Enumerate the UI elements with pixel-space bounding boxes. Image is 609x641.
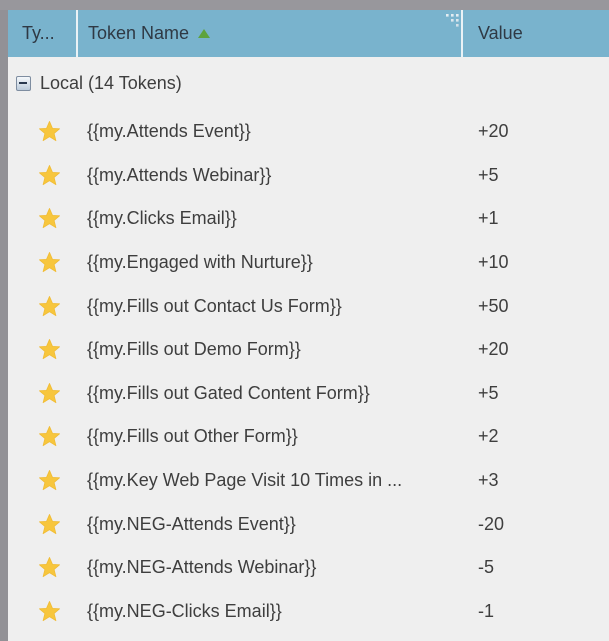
- token-rows: {{my.Attends Event}} +20 {{my.Attends We…: [8, 110, 609, 634]
- column-header-type-label: Ty...: [22, 23, 55, 43]
- table-row[interactable]: {{my.NEG-Attends Event}} -20: [8, 502, 609, 546]
- group-label: Local (14 Tokens): [40, 73, 182, 93]
- table-row[interactable]: {{my.Attends Event}} +20: [8, 110, 609, 154]
- star-icon: [39, 470, 60, 491]
- token-value: +3: [478, 470, 499, 491]
- token-name: {{my.Fills out Demo Form}}: [87, 339, 301, 360]
- star-icon: [39, 295, 60, 316]
- token-value: +5: [478, 382, 499, 403]
- token-value: +50: [478, 295, 509, 316]
- sort-ascending-icon: [198, 29, 211, 38]
- star-icon: [39, 339, 60, 360]
- star-icon: [39, 208, 60, 229]
- token-name: {{my.NEG-Clicks Email}}: [87, 600, 282, 621]
- token-name: {{my.Clicks Email}}: [87, 208, 237, 229]
- star-icon: [39, 513, 60, 534]
- column-divider[interactable]: [461, 10, 463, 57]
- column-header-value[interactable]: Value: [463, 10, 609, 57]
- table-row[interactable]: {{my.NEG-Attends Webinar}} -5: [8, 545, 609, 590]
- group-row-local[interactable]: Local (14 Tokens): [8, 57, 609, 110]
- column-drag-handle-icon[interactable]: [445, 13, 460, 28]
- table-row[interactable]: {{my.Fills out Contact Us Form}} +50: [8, 284, 609, 328]
- star-icon: [39, 557, 60, 578]
- star-icon: [39, 164, 60, 185]
- top-frame-border: [0, 0, 609, 10]
- token-name: {{my.Engaged with Nurture}}: [87, 252, 313, 273]
- table-row[interactable]: {{my.Fills out Demo Form}} +20: [8, 327, 609, 372]
- table-row[interactable]: {{my.Attends Webinar}} +5: [8, 153, 609, 198]
- grid-header-row: Ty... Token Name Value: [8, 10, 609, 57]
- left-frame-border: [0, 10, 8, 641]
- collapse-icon[interactable]: [16, 76, 31, 91]
- star-icon: [39, 252, 60, 273]
- column-header-token-name[interactable]: Token Name: [78, 10, 461, 57]
- column-header-value-label: Value: [478, 23, 523, 43]
- star-icon: [39, 121, 60, 142]
- column-header-type[interactable]: Ty...: [8, 10, 76, 57]
- column-divider[interactable]: [76, 10, 78, 57]
- token-name: {{my.Attends Webinar}}: [87, 164, 272, 185]
- token-value: +5: [478, 164, 499, 185]
- table-row[interactable]: {{my.NEG-Clicks Email}} -1: [8, 589, 609, 634]
- table-row[interactable]: {{my.Fills out Other Form}} +2: [8, 415, 609, 459]
- table-row[interactable]: {{my.Fills out Gated Content Form}} +5: [8, 371, 609, 416]
- star-icon: [39, 382, 60, 403]
- table-row[interactable]: {{my.Clicks Email}} +1: [8, 197, 609, 241]
- token-name: {{my.Attends Event}}: [87, 121, 251, 142]
- star-icon: [39, 426, 60, 447]
- token-value: +10: [478, 252, 509, 273]
- table-row[interactable]: {{my.Engaged with Nurture}} +10: [8, 240, 609, 285]
- token-name: {{my.NEG-Attends Event}}: [87, 513, 296, 534]
- token-name: {{my.NEG-Attends Webinar}}: [87, 557, 317, 578]
- table-row[interactable]: {{my.Key Web Page Visit 10 Times in ... …: [8, 458, 609, 503]
- token-value: +2: [478, 426, 499, 447]
- token-value: -20: [478, 513, 505, 534]
- star-icon: [39, 600, 60, 621]
- token-name: {{my.Fills out Contact Us Form}}: [87, 295, 342, 316]
- token-name: {{my.Fills out Other Form}}: [87, 426, 298, 447]
- token-value: -1: [478, 600, 495, 621]
- token-value: +20: [478, 339, 509, 360]
- token-name: {{my.Key Web Page Visit 10 Times in ...: [87, 470, 403, 491]
- token-value: -5: [478, 557, 495, 578]
- token-name: {{my.Fills out Gated Content Form}}: [87, 382, 370, 403]
- column-header-token-name-label: Token Name: [88, 23, 190, 43]
- token-value: +20: [478, 121, 509, 142]
- token-value: +1: [478, 208, 499, 229]
